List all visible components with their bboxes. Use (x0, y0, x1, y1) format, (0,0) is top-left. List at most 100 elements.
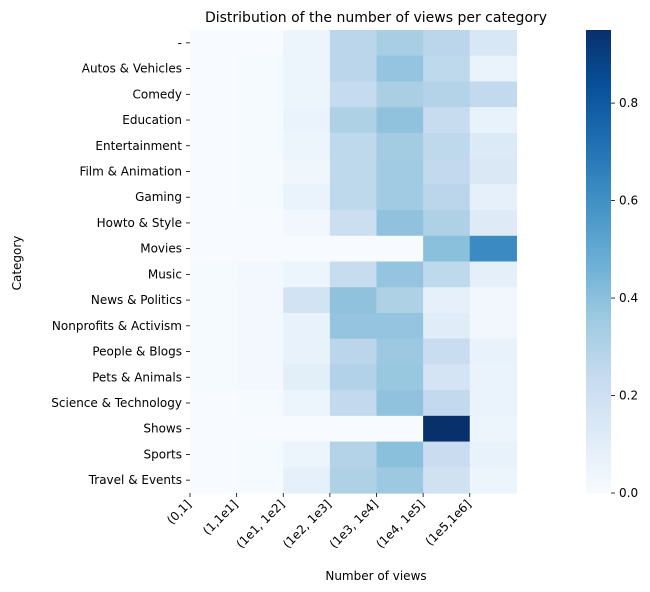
heatmap-cell (423, 287, 471, 314)
colorbar-ticks: 0.0 0.2 0.4 0.6 0.8 (611, 96, 638, 500)
heatmap-cell (283, 55, 331, 83)
heatmap-cell (423, 467, 471, 494)
heatmap-cell (283, 338, 331, 365)
heatmap-cell (283, 158, 331, 185)
y-tick-label: Movies (140, 242, 182, 256)
heatmap-cell (329, 261, 378, 288)
x-tick-label: (1e1, 1e2] (233, 497, 287, 551)
heatmap-cell (283, 261, 331, 288)
heatmap-cell (423, 158, 471, 185)
heatmap-cell (376, 107, 424, 134)
heatmap-cell (423, 235, 471, 263)
heatmap-cell (329, 158, 378, 185)
heatmap-cell (329, 107, 378, 134)
heatmap-cell (329, 338, 378, 365)
heatmap-cell (236, 81, 284, 108)
y-tick-label: Music (148, 267, 182, 281)
heatmap-cell (190, 364, 238, 391)
heatmap-cell (236, 415, 284, 443)
heatmap-cell (236, 390, 284, 417)
heatmap-cell (329, 81, 378, 108)
heatmap-cell (469, 55, 517, 83)
heatmap-cell (236, 467, 284, 494)
heatmap-cell (190, 312, 238, 340)
heatmap-cell (190, 132, 238, 160)
heatmap-cell (469, 132, 517, 160)
heatmap-cell (283, 364, 331, 391)
heatmap-cells (190, 30, 517, 494)
heatmap-cell (236, 287, 284, 314)
heatmap-cell (329, 364, 378, 391)
heatmap-cell (469, 261, 517, 288)
heatmap-cell (329, 55, 378, 83)
colorbar-tick-label: 0.0 (619, 486, 638, 500)
heatmap-cell (190, 287, 238, 314)
heatmap-cell (190, 235, 238, 263)
heatmap-cell (236, 441, 284, 468)
heatmap-cell (283, 312, 331, 340)
heatmap-cell (423, 55, 471, 83)
heatmap-cell (236, 312, 284, 340)
heatmap-cell (283, 107, 331, 134)
heatmap-cell (423, 441, 471, 468)
heatmap-cell (469, 364, 517, 391)
y-tick-label: Sports (144, 447, 182, 461)
y-tick-label: News & Politics (91, 293, 182, 307)
heatmap-cell (236, 107, 284, 134)
heatmap-cell (190, 467, 238, 494)
heatmap-cell (329, 441, 378, 468)
heatmap-cell (190, 107, 238, 134)
x-tick-label: (1e3, 1e4] (327, 497, 381, 551)
y-tick-label: Pets & Animals (92, 370, 182, 384)
heatmap-cell (329, 415, 378, 443)
y-tick-label: Entertainment (95, 139, 182, 153)
heatmap-cell (376, 415, 424, 443)
heatmap-cell (283, 415, 331, 443)
heatmap-cell (190, 81, 238, 108)
heatmap-cell (469, 30, 517, 57)
heatmap-cell (190, 415, 238, 443)
heatmap-cell (236, 364, 284, 391)
heatmap-cell (190, 55, 238, 83)
heatmap-cell (469, 390, 517, 417)
heatmap-cell (376, 338, 424, 365)
heatmap-cell (376, 210, 424, 237)
y-tick-label: - (178, 36, 182, 50)
heatmap-cell (423, 210, 471, 237)
heatmap-cell (283, 184, 331, 211)
heatmap-cell (469, 210, 517, 237)
heatmap-cell (190, 338, 238, 365)
heatmap-cell (423, 338, 471, 365)
x-tick-label: (1e2, 1e3] (280, 497, 334, 551)
heatmap-cell (376, 312, 424, 340)
heatmap-cell (329, 184, 378, 211)
y-tick-label: Gaming (135, 190, 182, 204)
heatmap-cell (236, 261, 284, 288)
heatmap-cell (236, 132, 284, 160)
heatmap-cell (236, 235, 284, 263)
heatmap-cell (376, 55, 424, 83)
y-tick-label: Autos & Vehicles (82, 62, 182, 76)
heatmap-cell (469, 184, 517, 211)
chart-title: Distribution of the number of views per … (205, 10, 547, 26)
colorbar-tick-label: 0.2 (619, 389, 638, 403)
heatmap-cell (376, 261, 424, 288)
x-axis-label: Number of views (325, 569, 426, 583)
heatmap-cell (376, 467, 424, 494)
heatmap-cell (376, 30, 424, 57)
heatmap-cell (283, 210, 331, 237)
heatmap-cell (190, 210, 238, 237)
y-tick-label: People & Blogs (92, 345, 182, 359)
heatmap-cell (376, 287, 424, 314)
heatmap-cell (283, 287, 331, 314)
y-tick-label: Comedy (132, 87, 182, 101)
heatmap-cell (236, 338, 284, 365)
heatmap-cell (236, 55, 284, 83)
x-axis-ticks: (0,1] (1,1e1](1e1, 1e2](1e2, 1e3](1e3, 1e… (164, 493, 474, 551)
heatmap-cell (423, 364, 471, 391)
heatmap-cell (469, 235, 517, 263)
heatmap-cell (423, 390, 471, 417)
heatmap-cell (283, 390, 331, 417)
heatmap-cell (376, 158, 424, 185)
y-tick-label: Education (122, 113, 182, 127)
